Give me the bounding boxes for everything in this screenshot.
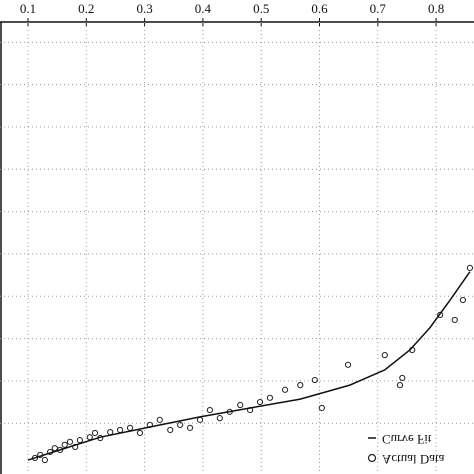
x-tick-label: 0.3 xyxy=(136,1,152,16)
x-tick-label: 0.8 xyxy=(428,1,444,16)
data-point xyxy=(156,416,163,423)
data-point xyxy=(66,438,74,445)
data-point xyxy=(56,446,64,453)
x-tick-label: 0.6 xyxy=(311,1,328,16)
data-point xyxy=(86,434,93,441)
data-point xyxy=(381,351,388,359)
data-point xyxy=(266,394,274,401)
x-tick-label: 0.2 xyxy=(78,1,94,16)
data-point xyxy=(216,415,223,422)
data-point xyxy=(136,429,144,437)
data-point xyxy=(311,376,318,384)
data-point xyxy=(437,311,444,318)
legend-marker xyxy=(367,453,377,463)
data-point xyxy=(396,382,404,389)
data-point xyxy=(117,426,124,434)
data-point xyxy=(177,421,184,429)
data-point xyxy=(399,374,406,382)
data-point xyxy=(281,386,289,393)
x-tick-label: 0.1 xyxy=(20,1,36,16)
x-tick-label: 0.5 xyxy=(253,1,269,16)
x-tick-label: 0.7 xyxy=(370,1,387,16)
data-point xyxy=(76,437,83,444)
data-point xyxy=(91,429,99,437)
legend-label: Curve Fit xyxy=(382,432,432,447)
x-tick-label: 0.4 xyxy=(195,1,212,16)
data-point xyxy=(256,398,264,406)
legend-label: Actual Data xyxy=(382,452,445,467)
data-point xyxy=(237,401,244,409)
data-point xyxy=(297,382,304,389)
data-point xyxy=(206,406,213,414)
curve-line xyxy=(27,271,471,461)
data-point xyxy=(318,404,325,412)
data-point xyxy=(344,361,352,368)
data-point xyxy=(186,424,194,431)
data-point xyxy=(167,426,174,434)
data-point xyxy=(41,456,48,464)
data-point xyxy=(459,296,467,304)
data-point xyxy=(126,424,134,431)
data-point xyxy=(466,264,474,271)
data-point xyxy=(196,416,204,423)
data-point xyxy=(451,316,458,324)
data-point xyxy=(61,441,68,448)
data-point xyxy=(51,445,58,452)
data-point xyxy=(107,429,114,436)
